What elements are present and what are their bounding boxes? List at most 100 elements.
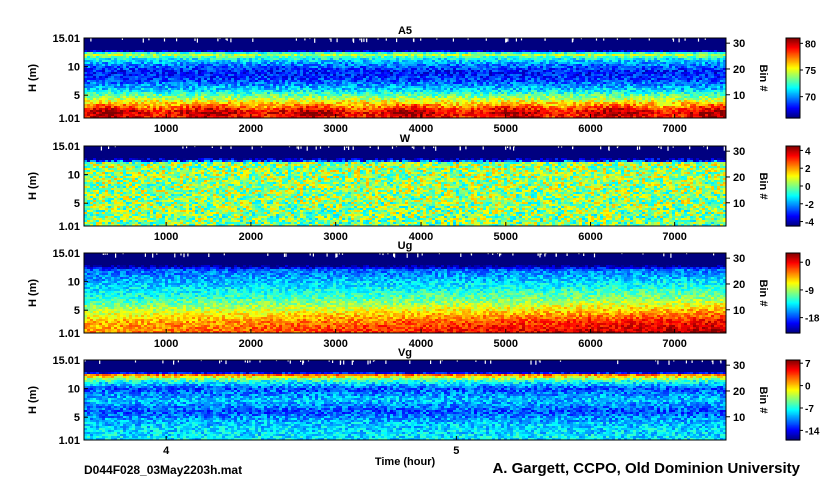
x-tick-label: 1000	[154, 231, 178, 243]
bin-tick-label: 10	[733, 198, 745, 210]
bin-tick-label: 30	[733, 360, 745, 372]
bin-tick-label: 10	[733, 412, 745, 424]
y-tick-label: 1.01	[59, 328, 80, 340]
panel-title: W	[400, 133, 411, 145]
y-axis-label: H (m)	[27, 279, 39, 307]
bin-tick-label: 30	[733, 38, 745, 50]
x-tick-label: 1000	[154, 338, 178, 350]
colorbar-tick-label: 0	[805, 182, 811, 193]
bin-axis-label: Bin #	[757, 387, 769, 414]
x-tick-label: 1000	[154, 123, 178, 135]
bin-tick-label: 20	[733, 279, 745, 291]
colorbar-tick-label: 2	[805, 164, 811, 175]
x-tick-label: 4000	[409, 231, 433, 243]
panel-vg: Vg 1.01 5 10 15.01 H (m) 10 20 30 Bin # 4 5 Time (ho…	[27, 347, 820, 468]
x-tick-label: 3000	[323, 231, 347, 243]
colorbar-tick-label: 7	[805, 359, 811, 370]
colorbar-tick-label: -4	[805, 218, 814, 229]
y-tick-label: 5	[74, 90, 80, 102]
y-tick-label: 10	[68, 62, 80, 74]
heatmap-a5	[84, 38, 726, 118]
bin-axis-label: Bin #	[757, 65, 769, 92]
x-tick-label: 7000	[662, 231, 686, 243]
colorbar-tick-label: -9	[805, 286, 814, 297]
y-axis-label: H (m)	[27, 386, 39, 414]
panel-title: Vg	[398, 347, 412, 359]
colorbar-frame	[785, 359, 801, 441]
x-tick-label: 4000	[409, 123, 433, 135]
colorbar-tick-label: 4	[805, 146, 811, 157]
panel-title: A5	[398, 25, 412, 37]
colorbar-tick-label: 70	[805, 93, 817, 104]
bin-axis-label: Bin #	[757, 280, 769, 307]
y-tick-label: 15.01	[52, 33, 80, 45]
y-axis-label: H (m)	[27, 172, 39, 200]
x-tick-label: 2000	[239, 231, 263, 243]
credit-label: A. Gargett, CCPO, Old Dominion Universit…	[492, 460, 800, 477]
y-tick-label: 15.01	[52, 248, 80, 260]
x-tick-label: 3000	[323, 123, 347, 135]
colorbar-tick-label: -2	[805, 200, 814, 211]
colorbar: 70 75 80	[785, 37, 817, 119]
colorbar-tick-label: 75	[805, 66, 817, 77]
y-tick-label: 5	[74, 305, 80, 317]
heatmap-w	[84, 146, 726, 226]
x-tick-label: 4000	[409, 338, 433, 350]
y-tick-label: 15.01	[52, 355, 80, 367]
y-tick-label: 1.01	[59, 113, 80, 125]
y-tick-label: 5	[74, 412, 80, 424]
plot-frame	[83, 252, 727, 334]
colorbar: -14 -7 0 7	[785, 359, 820, 441]
plot-frame	[83, 359, 727, 441]
bin-tick-label: 20	[733, 64, 745, 76]
heatmap-ug	[84, 253, 726, 333]
x-tick-label: 5	[453, 445, 459, 457]
x-tick-label: 4	[163, 445, 170, 457]
x-tick-label: 7000	[662, 338, 686, 350]
colorbar: -4 -2 0 2 4	[785, 145, 814, 229]
bin-tick-label: 10	[733, 90, 745, 102]
y-tick-label: 10	[68, 384, 80, 396]
y-tick-label: 1.01	[59, 221, 80, 233]
x-tick-label: 3000	[323, 338, 347, 350]
plot-frame	[83, 145, 727, 227]
colorbar-frame	[785, 37, 801, 119]
bin-axis-label: Bin #	[757, 173, 769, 200]
panel-a5: A5 1.01 5 10 15.01 H (m) 10 20 30 Bin # 1000 2000 30…	[27, 25, 817, 135]
x-tick-label: 2000	[239, 338, 263, 350]
colorbar-frame	[785, 252, 801, 334]
bin-tick-label: 20	[733, 386, 745, 398]
colorbar-tick-label: -7	[805, 404, 814, 415]
bin-tick-label: 10	[733, 305, 745, 317]
filename-label: D044F028_03May2203h.mat	[84, 463, 242, 477]
y-axis-label: H (m)	[27, 64, 39, 92]
panel-ug: Ug 1.01 5 10 15.01 H (m) 10 20 30 Bin # 1000 2000 30…	[27, 240, 820, 350]
heatmap-vg	[84, 360, 726, 440]
x-tick-label: 6000	[578, 338, 602, 350]
y-tick-label: 5	[74, 198, 80, 210]
x-axis-label: Time (hour)	[375, 456, 436, 468]
bin-tick-label: 30	[733, 146, 745, 158]
bin-tick-label: 30	[733, 253, 745, 265]
x-tick-label: 6000	[578, 123, 602, 135]
panel-title: Ug	[398, 240, 413, 252]
colorbar-tick-label: 0	[805, 382, 811, 393]
colorbar: -18 -9 0	[785, 252, 820, 334]
x-tick-label: 5000	[494, 123, 518, 135]
x-tick-label: 2000	[239, 123, 263, 135]
colorbar-tick-label: -14	[805, 426, 820, 437]
bin-tick-label: 20	[733, 172, 745, 184]
y-tick-label: 15.01	[52, 141, 80, 153]
x-tick-label: 7000	[662, 123, 686, 135]
x-tick-label: 5000	[494, 231, 518, 243]
x-tick-label: 5000	[494, 338, 518, 350]
plot-frame	[83, 37, 727, 119]
colorbar-tick-label: 0	[805, 258, 811, 269]
y-tick-label: 10	[68, 170, 80, 182]
x-tick-label: 6000	[578, 231, 602, 243]
colorbar-tick-label: -18	[805, 314, 820, 325]
y-tick-label: 1.01	[59, 435, 80, 447]
colorbar-tick-label: 80	[805, 39, 817, 50]
